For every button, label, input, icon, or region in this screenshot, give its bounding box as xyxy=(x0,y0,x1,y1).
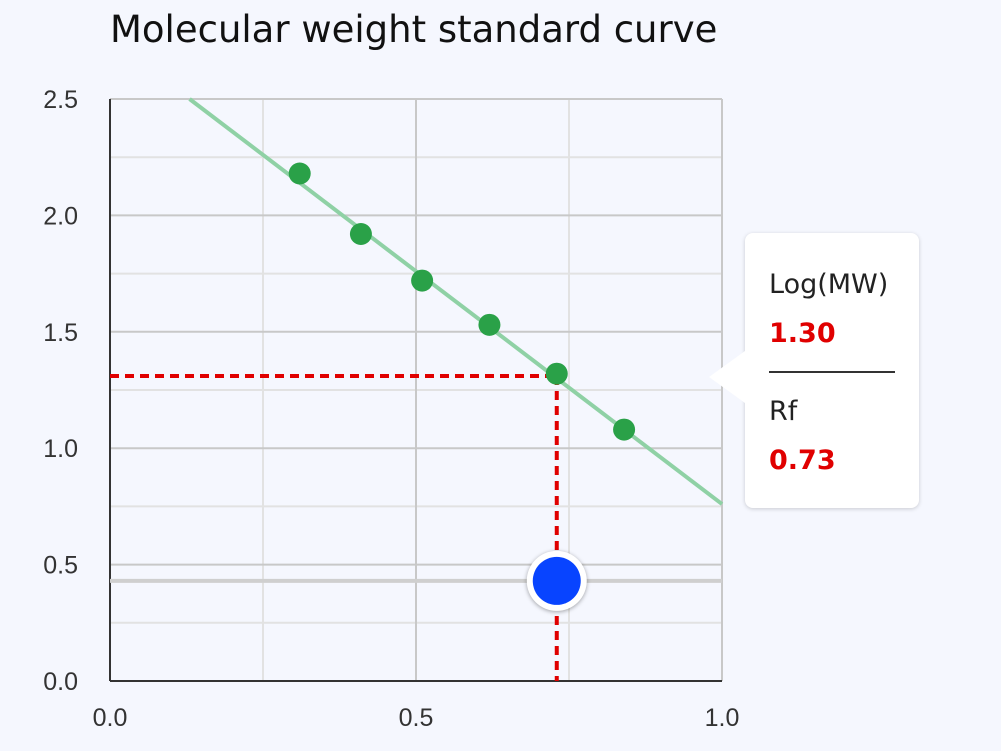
data-point xyxy=(478,313,501,336)
tooltip-x-label: Rf xyxy=(769,396,798,427)
x-tick-label: 0.0 xyxy=(93,704,128,732)
chart-title: Molecular weight standard curve xyxy=(110,8,718,51)
y-tick-label: 1.0 xyxy=(43,435,78,463)
axes xyxy=(109,99,722,682)
data-point xyxy=(545,362,568,385)
tooltip-arrow xyxy=(709,351,745,403)
x-tick-label: 1.0 xyxy=(705,704,740,732)
tooltip: Log(MW) 1.30 Rf 0.73 xyxy=(709,233,919,508)
y-tick-label: 2.0 xyxy=(43,202,78,230)
trendline-line xyxy=(188,97,724,506)
data-point xyxy=(288,162,311,185)
data-point xyxy=(613,418,636,441)
trendline xyxy=(188,97,724,506)
tick-labels: 0.0 0.5 1.0 1.5 2.0 2.5 0.0 0.5 1.0 xyxy=(43,86,739,732)
data-point xyxy=(349,223,372,246)
x-tick-label: 0.5 xyxy=(399,704,434,732)
tooltip-divider xyxy=(769,371,895,373)
y-tick-label: 2.5 xyxy=(43,86,78,114)
data-points xyxy=(288,162,636,441)
tooltip-y-value: 1.30 xyxy=(769,318,836,349)
data-point xyxy=(411,269,434,292)
tooltip-y-label: Log(MW) xyxy=(769,269,889,300)
tooltip-x-value: 0.73 xyxy=(769,445,836,476)
y-tick-label: 1.5 xyxy=(43,319,78,347)
marker-dot xyxy=(532,556,581,605)
guide-lines xyxy=(110,374,559,681)
y-tick-label: 0.0 xyxy=(43,668,78,696)
marker-layer xyxy=(526,550,587,611)
y-tick-label: 0.5 xyxy=(43,552,78,580)
